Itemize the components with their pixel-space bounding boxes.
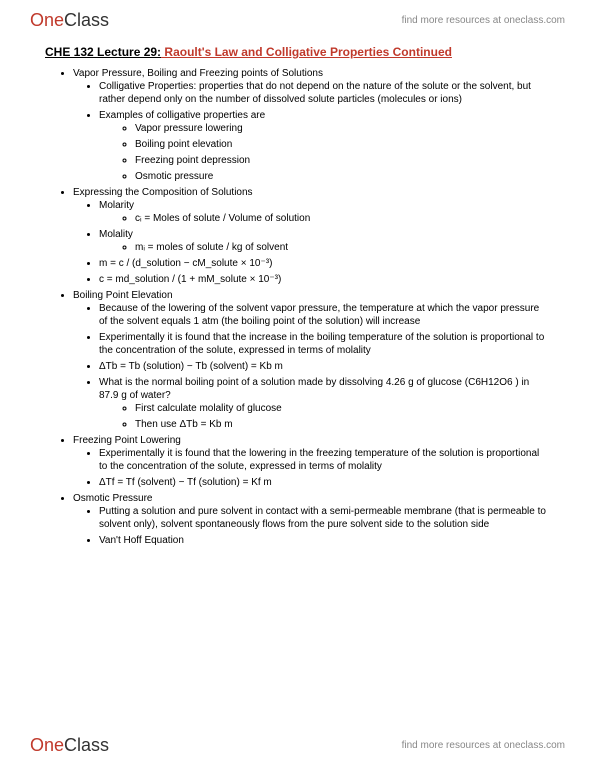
list-item: Colligative Properties: properties that …	[99, 80, 550, 106]
page-footer: OneClass find more resources at oneclass…	[0, 729, 595, 762]
list-item: What is the normal boiling point of a so…	[99, 376, 550, 431]
document-body: CHE 132 Lecture 29: Raoult's Law and Col…	[0, 37, 595, 547]
brand-logo-footer: OneClass	[30, 735, 109, 756]
lecture-title: CHE 132 Lecture 29: Raoult's Law and Col…	[45, 45, 550, 59]
page-header: OneClass find more resources at oneclass…	[0, 0, 595, 37]
list-item: Experimentally it is found that the lowe…	[99, 447, 550, 473]
footer-tagline: find more resources at oneclass.com	[402, 740, 565, 751]
section-vapor-pressure: Vapor Pressure, Boiling and Freezing poi…	[73, 67, 550, 183]
brand-class: Class	[64, 735, 109, 756]
list-item: m = c / (d_solution − cM_solute × 10⁻³)	[99, 257, 550, 270]
list-text: Molality	[99, 229, 133, 240]
list-item: Molarity cᵢ = Moles of solute / Volume o…	[99, 199, 550, 225]
list-item: First calculate molality of glucose	[135, 402, 550, 415]
section-heading: Vapor Pressure, Boiling and Freezing poi…	[73, 68, 323, 79]
list-item: Van't Hoff Equation	[99, 534, 550, 547]
list-item: Vapor pressure lowering	[135, 122, 550, 135]
brand-class: Class	[64, 10, 109, 31]
list-item: Then use ΔTb = Kb m	[135, 418, 550, 431]
list-item: Because of the lowering of the solvent v…	[99, 302, 550, 328]
list-text: Molarity	[99, 200, 134, 211]
list-text: Examples of colligative properties are	[99, 110, 265, 121]
list-item: Molality mᵢ = moles of solute / kg of so…	[99, 228, 550, 254]
list-item: Boiling point elevation	[135, 138, 550, 151]
list-item: Experimentally it is found that the incr…	[99, 331, 550, 357]
list-item: c = md_solution / (1 + mM_solute × 10⁻³)	[99, 273, 550, 286]
list-item: ΔTb = Tb (solution) − Tb (solvent) = Kb …	[99, 360, 550, 373]
brand-one: One	[30, 10, 64, 31]
list-text: What is the normal boiling point of a so…	[99, 377, 529, 401]
list-item: mᵢ = moles of solute / kg of solvent	[135, 241, 550, 254]
list-item: Osmotic pressure	[135, 170, 550, 183]
section-boiling-point: Boiling Point Elevation Because of the l…	[73, 289, 550, 431]
title-prefix: CHE 132 Lecture 29:	[45, 45, 161, 59]
section-freezing-point: Freezing Point Lowering Experimentally i…	[73, 434, 550, 489]
section-heading: Boiling Point Elevation	[73, 290, 173, 301]
section-heading: Freezing Point Lowering	[73, 435, 181, 446]
outline-root: Vapor Pressure, Boiling and Freezing poi…	[45, 67, 550, 547]
section-heading: Osmotic Pressure	[73, 493, 152, 504]
title-main: Raoult's Law and Colligative Properties …	[161, 45, 452, 59]
brand-logo: OneClass	[30, 10, 109, 31]
list-item: cᵢ = Moles of solute / Volume of solutio…	[135, 212, 550, 225]
list-item: Examples of colligative properties are V…	[99, 109, 550, 183]
section-composition: Expressing the Composition of Solutions …	[73, 186, 550, 286]
list-item: Freezing point depression	[135, 154, 550, 167]
list-item: ΔTf = Tf (solvent) − Tf (solution) = Kf …	[99, 476, 550, 489]
brand-one: One	[30, 735, 64, 756]
section-osmotic-pressure: Osmotic Pressure Putting a solution and …	[73, 492, 550, 547]
list-item: Putting a solution and pure solvent in c…	[99, 505, 550, 531]
header-tagline: find more resources at oneclass.com	[402, 15, 565, 26]
section-heading: Expressing the Composition of Solutions	[73, 187, 253, 198]
